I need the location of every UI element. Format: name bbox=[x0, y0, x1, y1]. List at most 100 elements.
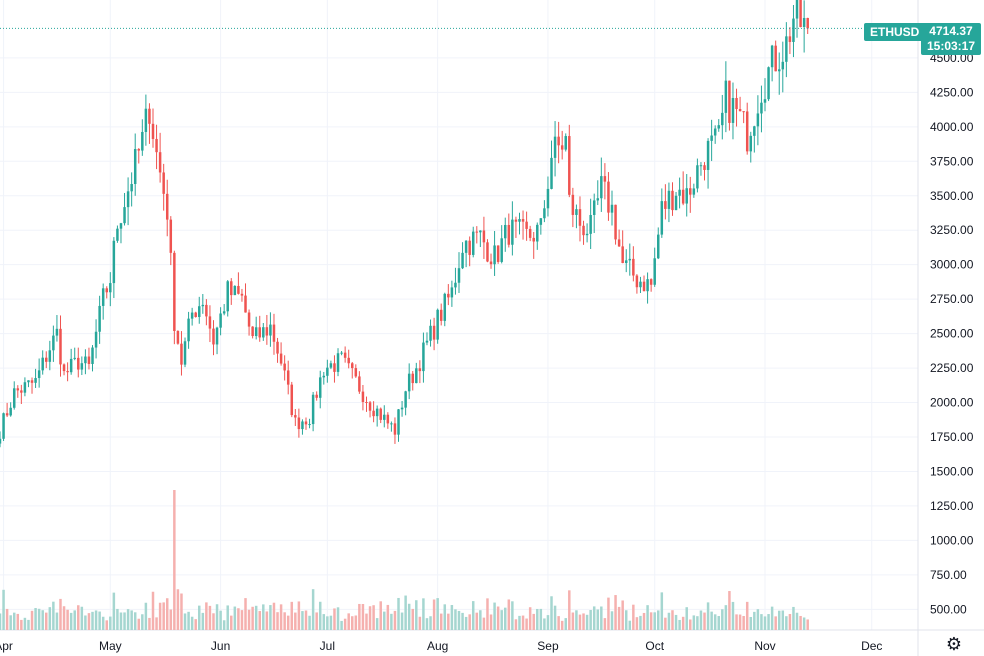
volume-bar bbox=[112, 592, 116, 630]
volume-bar bbox=[461, 612, 464, 630]
candle-body bbox=[130, 184, 133, 192]
volume-bar bbox=[717, 616, 720, 630]
candle-body bbox=[180, 343, 183, 365]
volume-bar bbox=[73, 610, 76, 630]
volume-bar bbox=[792, 606, 795, 630]
x-tick-label: Aug bbox=[427, 639, 448, 653]
x-tick-label: Apr bbox=[0, 639, 13, 653]
volume-bar bbox=[48, 607, 52, 630]
candle-body bbox=[788, 36, 792, 42]
candle-body bbox=[247, 312, 251, 327]
candle-body bbox=[212, 328, 215, 345]
volume-bar bbox=[318, 601, 322, 630]
candle-body bbox=[657, 234, 660, 259]
volume-bar bbox=[5, 608, 9, 630]
candle-body bbox=[272, 324, 276, 342]
candle-body bbox=[55, 328, 59, 336]
volume-bar bbox=[692, 615, 696, 630]
volume-bar bbox=[340, 620, 343, 630]
volume-bar bbox=[141, 614, 144, 630]
volume-bar bbox=[133, 612, 137, 630]
candle-body bbox=[27, 380, 30, 383]
volume-bar bbox=[575, 610, 578, 630]
volume-bar bbox=[507, 599, 511, 630]
candle-body bbox=[649, 279, 653, 285]
volume-bar bbox=[493, 602, 496, 630]
volume-bar bbox=[763, 616, 767, 630]
candle-body bbox=[198, 306, 201, 317]
volume-bar bbox=[272, 602, 276, 630]
candle-body bbox=[799, 0, 802, 27]
candle-body bbox=[774, 45, 777, 72]
candle-body bbox=[126, 191, 130, 208]
candle-body bbox=[407, 373, 411, 392]
volume-bar bbox=[237, 608, 240, 630]
volume-bar bbox=[55, 612, 59, 630]
volume-bar bbox=[194, 619, 197, 630]
candle-body bbox=[30, 380, 34, 383]
candle-body bbox=[624, 260, 628, 264]
candle-body bbox=[500, 238, 503, 262]
volume-bar bbox=[62, 606, 66, 630]
candle-body bbox=[536, 224, 539, 242]
candle-body bbox=[258, 327, 261, 338]
y-tick-label: 4000.00 bbox=[930, 120, 974, 134]
volume-bar bbox=[585, 614, 589, 630]
candle-body bbox=[91, 347, 94, 364]
candle-body bbox=[73, 357, 76, 359]
candle-body bbox=[20, 390, 23, 393]
candle-body bbox=[479, 230, 482, 233]
candle-body bbox=[301, 421, 304, 430]
candle-body bbox=[226, 281, 229, 312]
candle-body bbox=[703, 165, 706, 170]
candle-body bbox=[340, 352, 343, 354]
volume-bar bbox=[696, 616, 699, 630]
candle-body bbox=[429, 325, 432, 341]
candle-body bbox=[101, 288, 105, 306]
candle-body bbox=[632, 258, 635, 276]
volume-bar bbox=[361, 604, 365, 630]
candle-body bbox=[34, 378, 37, 383]
candle-body bbox=[464, 240, 468, 253]
volume-bar bbox=[785, 616, 788, 630]
candle-body bbox=[767, 67, 770, 100]
volume-bar bbox=[457, 610, 461, 630]
candle-body bbox=[642, 281, 646, 292]
volume-bar bbox=[222, 620, 226, 630]
candle-body bbox=[528, 228, 532, 238]
volume-bar bbox=[158, 602, 162, 630]
volume-bar bbox=[105, 620, 108, 630]
x-tick-label: Dec bbox=[861, 639, 882, 653]
candle-body bbox=[148, 108, 151, 124]
candle-body bbox=[119, 223, 123, 229]
volume-bar bbox=[674, 614, 678, 630]
volume-bar bbox=[77, 605, 80, 630]
volume-bar bbox=[390, 613, 393, 630]
candle-body bbox=[98, 305, 101, 332]
candle-body bbox=[151, 123, 155, 139]
candle-body bbox=[543, 208, 546, 219]
x-tick-label: Nov bbox=[754, 639, 775, 653]
volume-bar bbox=[336, 607, 340, 630]
volume-bar bbox=[365, 613, 368, 630]
candle-body bbox=[571, 194, 575, 215]
candle-body bbox=[721, 112, 724, 126]
volume-bar bbox=[614, 595, 617, 630]
candle-body bbox=[251, 326, 254, 337]
volume-bar bbox=[589, 610, 592, 630]
settings-gear-icon[interactable]: ⚙ bbox=[945, 634, 963, 654]
candle-body bbox=[518, 219, 521, 222]
candle-body bbox=[745, 111, 749, 152]
volume-bar bbox=[180, 593, 183, 630]
volume-bar bbox=[479, 610, 482, 630]
volume-bar bbox=[393, 610, 397, 630]
y-tick-label: 2250.00 bbox=[930, 361, 974, 375]
volume-bar bbox=[297, 601, 301, 630]
candle-body bbox=[717, 125, 720, 129]
x-tick-label: May bbox=[99, 639, 122, 653]
volume-bar bbox=[94, 610, 98, 630]
volume-bar bbox=[646, 605, 649, 630]
volume-bar bbox=[667, 612, 671, 630]
volume-bar bbox=[329, 615, 333, 630]
